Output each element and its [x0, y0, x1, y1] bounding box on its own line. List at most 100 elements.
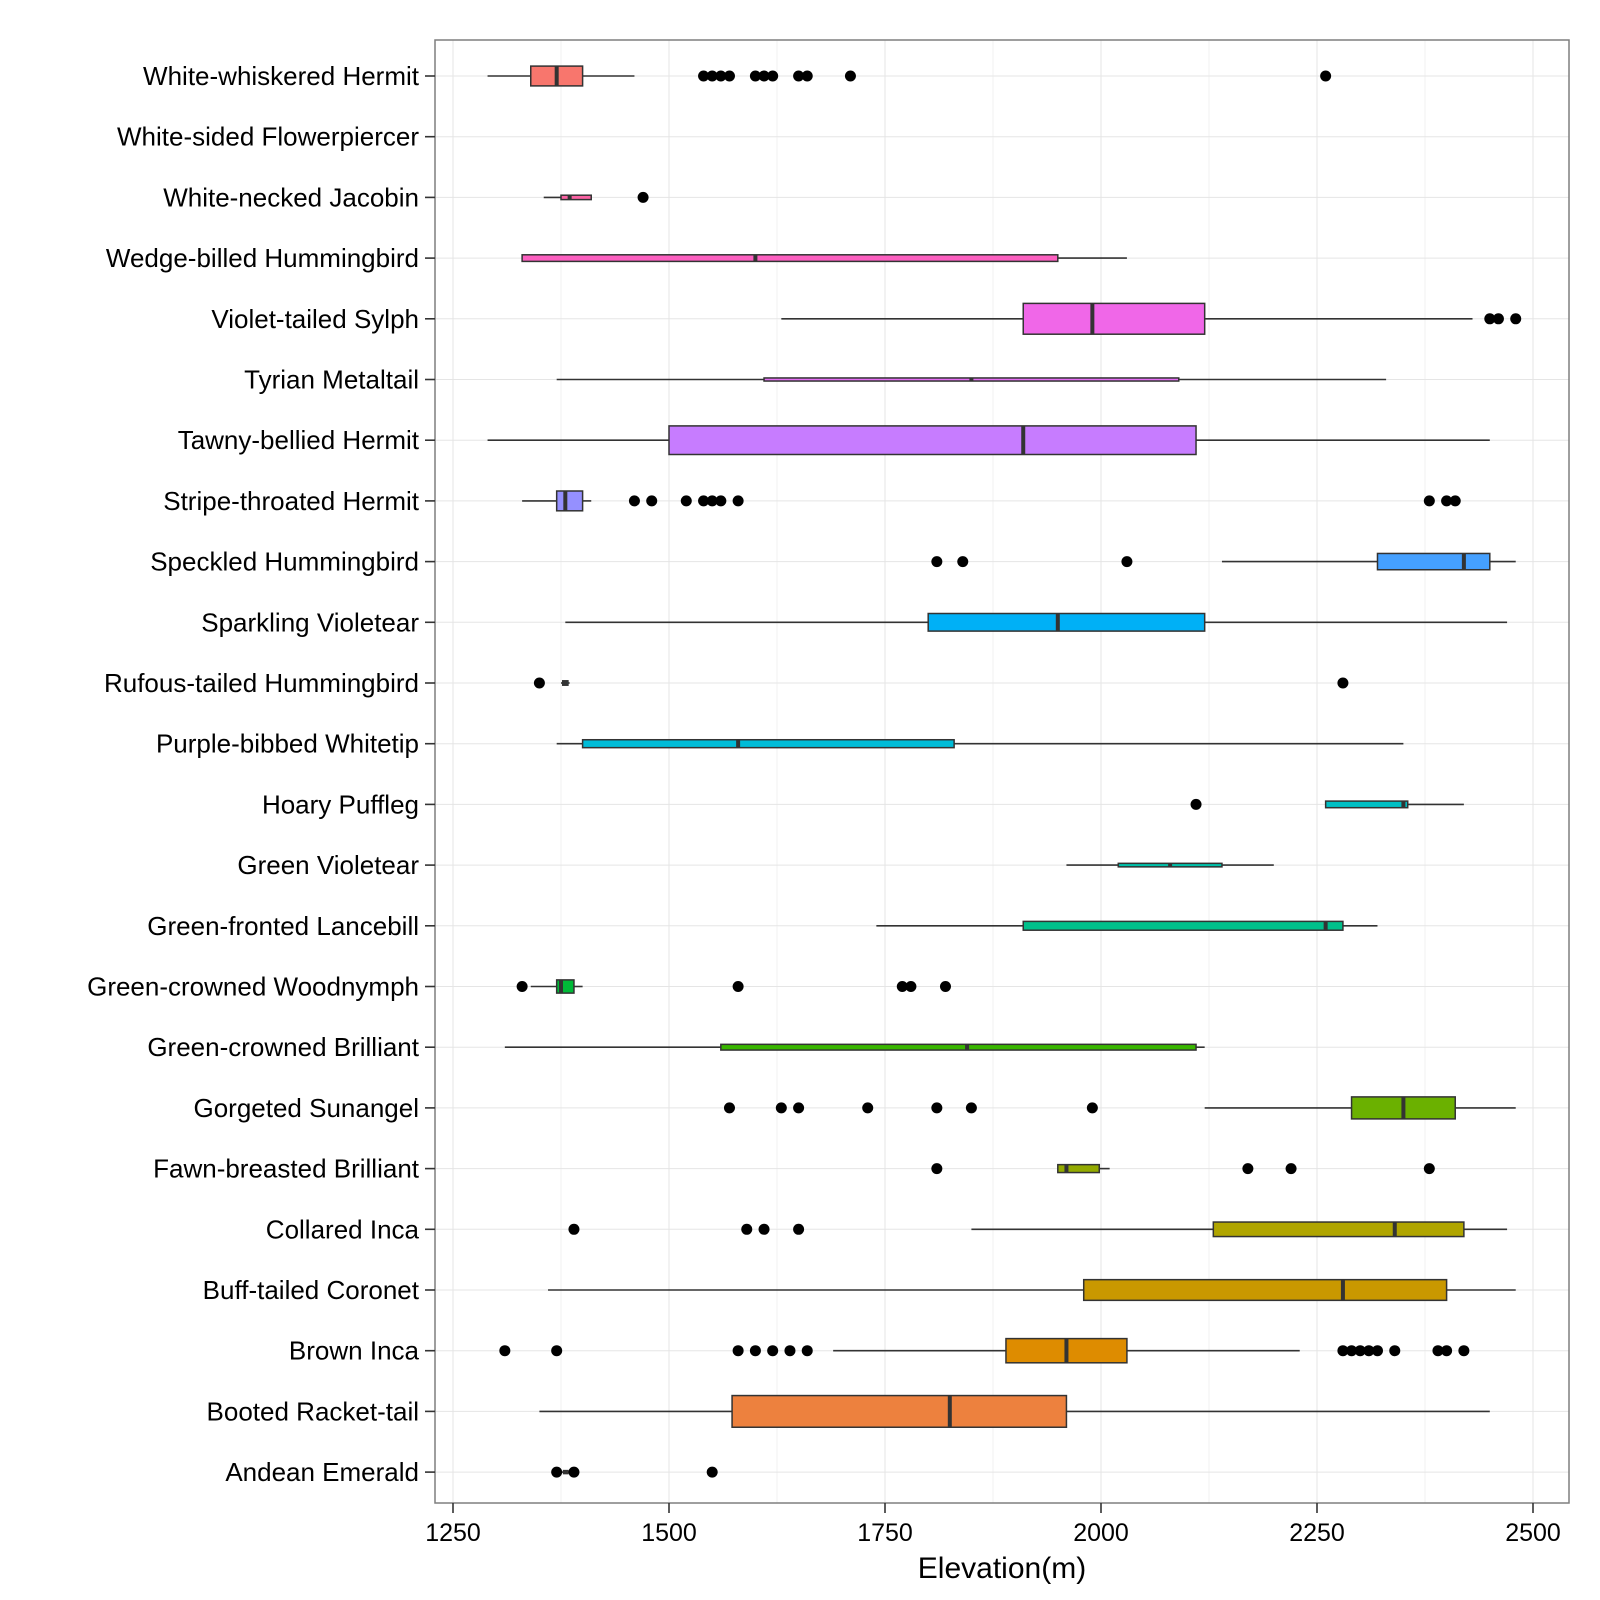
x-tick-label: 2500: [1505, 1519, 1561, 1547]
outlier-point: [1449, 495, 1461, 507]
outlier-point: [1337, 677, 1349, 689]
outlier-point: [775, 1102, 787, 1114]
box-green-violetear: [1066, 862, 1274, 868]
box-iqr: [581, 738, 955, 749]
plot-panel-border: [434, 39, 1570, 1504]
outlier-point: [706, 495, 718, 507]
outlier-point: [931, 556, 943, 568]
y-tick-label: Tyrian Metaltail: [244, 365, 419, 395]
y-tick-label: Stripe-throated Hermit: [163, 486, 420, 516]
outlier-point: [1320, 70, 1332, 82]
outlier-point: [905, 981, 917, 992]
box-iqr: [1082, 1278, 1448, 1302]
outlier-point: [516, 981, 528, 992]
x-tick-label: 1750: [857, 1519, 913, 1547]
box-iqr: [720, 1043, 1197, 1051]
box-gorgeted-sunangel: [723, 1096, 1516, 1120]
outlier-point: [732, 981, 744, 992]
box-fawn-breasted-brilliant: [931, 1163, 1435, 1175]
outlier-point: [637, 191, 649, 203]
box-iqr: [1022, 302, 1206, 335]
y-tick-label: Booted Racket-tail: [207, 1396, 419, 1426]
outlier-point: [628, 495, 640, 507]
y-tick-label: Gorgeted Sunangel: [193, 1093, 419, 1123]
outlier-point: [646, 495, 658, 507]
outlier-point: [1121, 556, 1133, 568]
box-purple-bibbed-whitetip: [556, 738, 1404, 749]
x-tick-label: 2000: [1073, 1519, 1129, 1547]
y-tick-label: Speckled Hummingbird: [150, 547, 419, 577]
box-hoary-puffleg: [1190, 798, 1464, 810]
outlier-point: [931, 1102, 943, 1114]
outlier-point: [758, 70, 770, 82]
box-iqr: [1022, 920, 1344, 931]
y-tick-label: Green-crowned Brilliant: [147, 1032, 419, 1062]
box-violet-tailed-sylph: [781, 302, 1522, 335]
y-tick-label: Violet-tailed Sylph: [211, 304, 419, 334]
outlier-point: [1242, 1163, 1254, 1175]
outlier-point: [793, 1102, 805, 1114]
outlier-point: [698, 70, 710, 82]
x-axis: 1250 1500 1750 2000 2250 2500: [425, 1503, 1561, 1547]
outlier-point: [1492, 313, 1504, 325]
y-tick-label: Green Violetear: [237, 850, 419, 880]
outlier-point: [844, 70, 856, 82]
y-tick-label: Collared Inca: [266, 1214, 420, 1244]
outlier-point: [1285, 1163, 1297, 1175]
y-tick-label: Purple-bibbed Whitetip: [156, 729, 419, 759]
outlier-point: [1441, 495, 1453, 507]
y-tick-label: Green-fronted Lancebill: [147, 911, 419, 941]
y-tick-label: White-whiskered Hermit: [143, 61, 420, 91]
y-tick-label: Rufous-tailed Hummingbird: [104, 668, 419, 698]
outlier-point: [1432, 1345, 1444, 1357]
outlier-point: [1371, 1345, 1383, 1357]
box-iqr: [1057, 1163, 1101, 1174]
outlier-point: [784, 1345, 796, 1357]
outlier-point: [1346, 1345, 1358, 1357]
outlier-point: [1441, 1345, 1453, 1357]
box-green-crowned-woodnymph: [516, 979, 951, 994]
outlier-point: [931, 1163, 943, 1175]
box-iqr: [560, 194, 592, 201]
outlier-point: [499, 1345, 511, 1357]
box-wedge-billed-hummingbird: [521, 254, 1127, 263]
outlier-point: [1423, 1163, 1435, 1175]
box-andean-emerald: [551, 1466, 718, 1478]
y-tick-label: White-necked Jacobin: [163, 182, 419, 212]
outlier-point: [1363, 1345, 1375, 1357]
y-tick-label: Brown Inca: [289, 1336, 420, 1366]
box-stripe-throated-hermit: [522, 490, 1461, 512]
outlier-point: [1354, 1345, 1366, 1357]
outlier-point: [1389, 1345, 1401, 1357]
outlier-point: [862, 1102, 874, 1114]
box-booted-racket-tail: [539, 1394, 1490, 1428]
box-iqr: [1212, 1221, 1465, 1238]
outlier-point: [732, 1345, 744, 1357]
outlier-point: [1086, 1102, 1098, 1114]
outlier-point: [732, 495, 744, 507]
outlier-point: [723, 1102, 735, 1114]
box-iqr: [521, 254, 1059, 263]
box-iqr: [555, 490, 584, 512]
outlier-point: [533, 677, 545, 689]
outlier-point: [1510, 313, 1522, 325]
x-tick-label: 1500: [641, 1519, 697, 1547]
box-green-crowned-brilliant: [504, 1043, 1205, 1051]
x-tick-label: 1250: [425, 1519, 481, 1547]
box-iqr: [927, 612, 1206, 632]
outlier-point: [1484, 313, 1496, 325]
box-green-fronted-lancebill: [876, 920, 1378, 931]
box-white-whiskered-hermit: [487, 65, 1332, 87]
y-tick-label: Wedge-billed Hummingbird: [106, 243, 419, 273]
y-tick-label: Buff-tailed Coronet: [203, 1275, 420, 1305]
y-tick-label: Andean Emerald: [225, 1457, 419, 1487]
y-axis: White-whiskered Hermit White-sided Flower…: [87, 61, 435, 1487]
y-tick-label: White-sided Flowerpiercer: [117, 122, 419, 152]
box-iqr: [668, 425, 1197, 456]
outlier-point: [741, 1223, 753, 1235]
box-iqr: [1376, 552, 1491, 571]
box-brown-inca: [499, 1337, 1470, 1364]
outlier-point: [965, 1102, 977, 1114]
